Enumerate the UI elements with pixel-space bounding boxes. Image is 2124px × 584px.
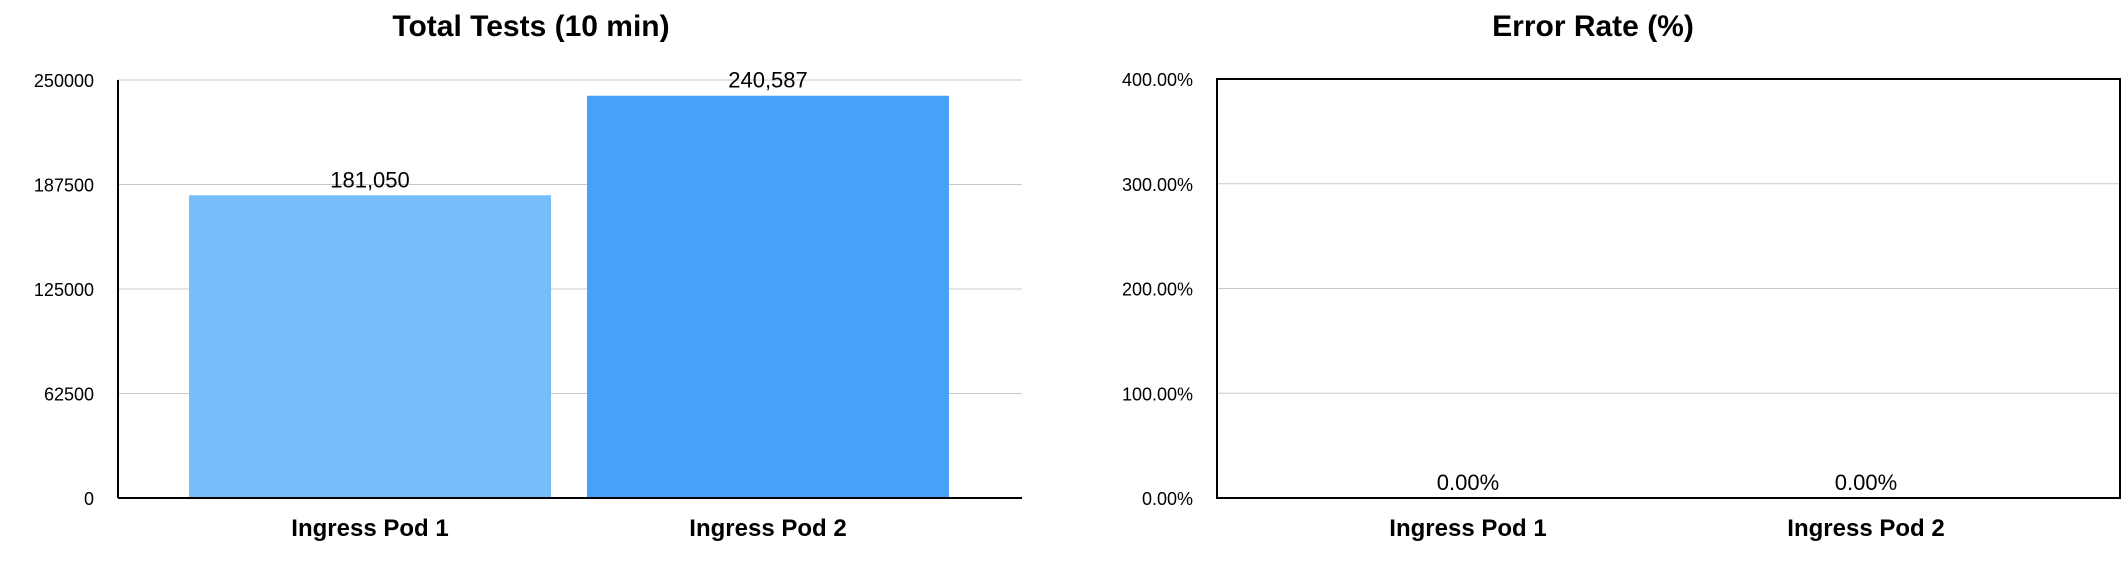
x-tick-label: Ingress Pod 1 [1389,515,1546,542]
x-tick-label: Ingress Pod 2 [1787,515,1944,542]
y-tick-label: 125000 [34,280,94,300]
bar [587,95,949,499]
data-label: 0.00% [1835,470,1897,495]
y-tick-label: 250000 [34,71,94,91]
data-label: 240,587 [728,68,808,93]
y-tick-label: 187500 [34,176,94,196]
data-label: 0.00% [1437,470,1499,495]
x-tick-label: Ingress Pod 2 [689,515,846,542]
data-label: 181,050 [330,167,410,192]
plot-frame [1216,78,2121,499]
bar [189,195,551,498]
y-tick-label: 62500 [44,385,94,405]
y-tick-label: 300.00% [1122,175,1193,195]
total-tests-chart: Total Tests (10 min) 0 62500 125000 187500 2… [34,10,1022,542]
error-rate-plot: 0.00% 100.00% 200.00% 300.00% 400.00% 0.00% In… [1122,70,2121,542]
y-tick-label: 200.00% [1122,280,1193,300]
y-tick-label: 0 [84,489,94,509]
chart-title: Error Rate (%) [1492,10,1694,43]
chart-title: Total Tests (10 min) [392,10,670,43]
y-tick-label: 100.00% [1122,384,1193,404]
y-tick-label: 0.00% [1142,489,1193,509]
x-tick-label: Ingress Pod 1 [291,515,448,542]
error-rate-chart: Error Rate (%) 0.00% 100.00% 200.00% 300.00… [1062,0,2124,584]
total-tests-plot: 0 62500 125000 187500 250000 181,050 Ingress P… [34,68,1022,542]
y-tick-label: 400.00% [1122,70,1193,90]
